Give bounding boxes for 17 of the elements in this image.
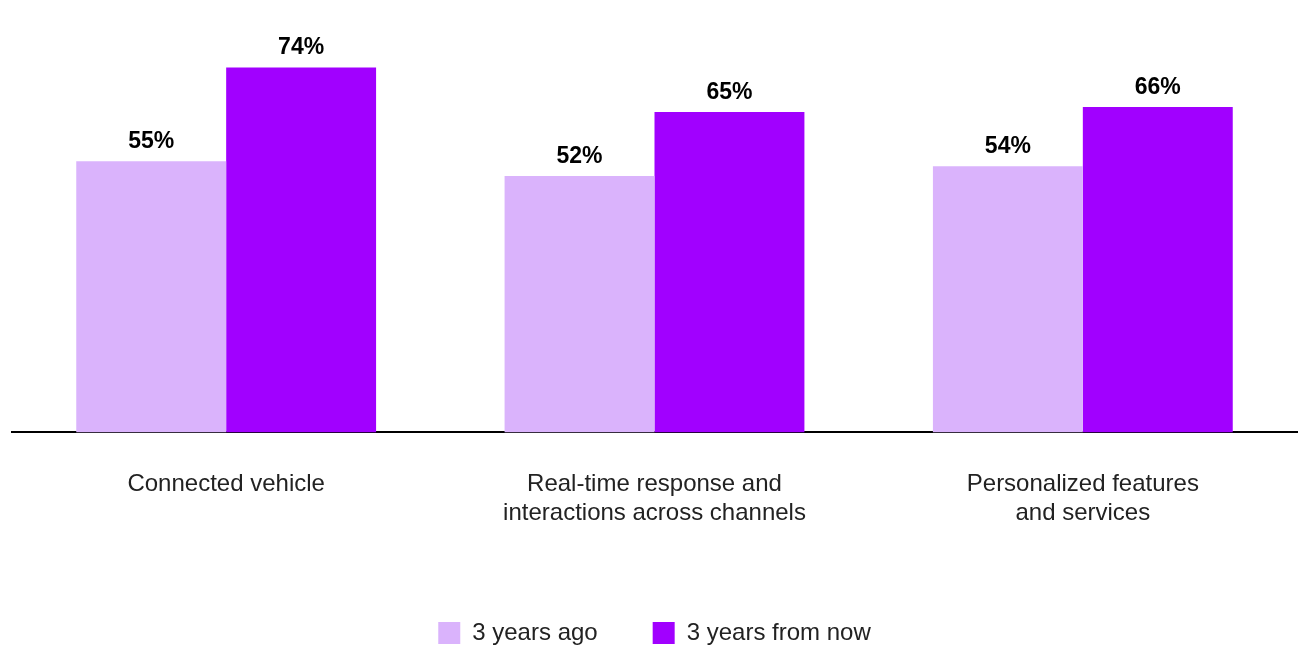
bar [226,67,377,433]
x-tick-label: Real-time response and interactions across channels [503,469,806,526]
x-tick-label: Connected vehicle [127,469,325,497]
data-label: 66% [1134,72,1181,99]
legend-label: 3 years ago [472,617,598,645]
bar [654,111,805,433]
data-label: 74% [278,33,325,60]
x-tick-label: Personalized features and services [966,469,1199,526]
data-label: 54% [984,132,1031,159]
bar [1082,107,1233,433]
data-label: 65% [706,77,753,104]
legend-label: 3 years from now [686,617,872,645]
bar [932,166,1083,433]
bar [76,161,227,433]
data-label: 55% [128,127,175,154]
data-label: 52% [556,141,603,168]
bar [504,176,655,433]
